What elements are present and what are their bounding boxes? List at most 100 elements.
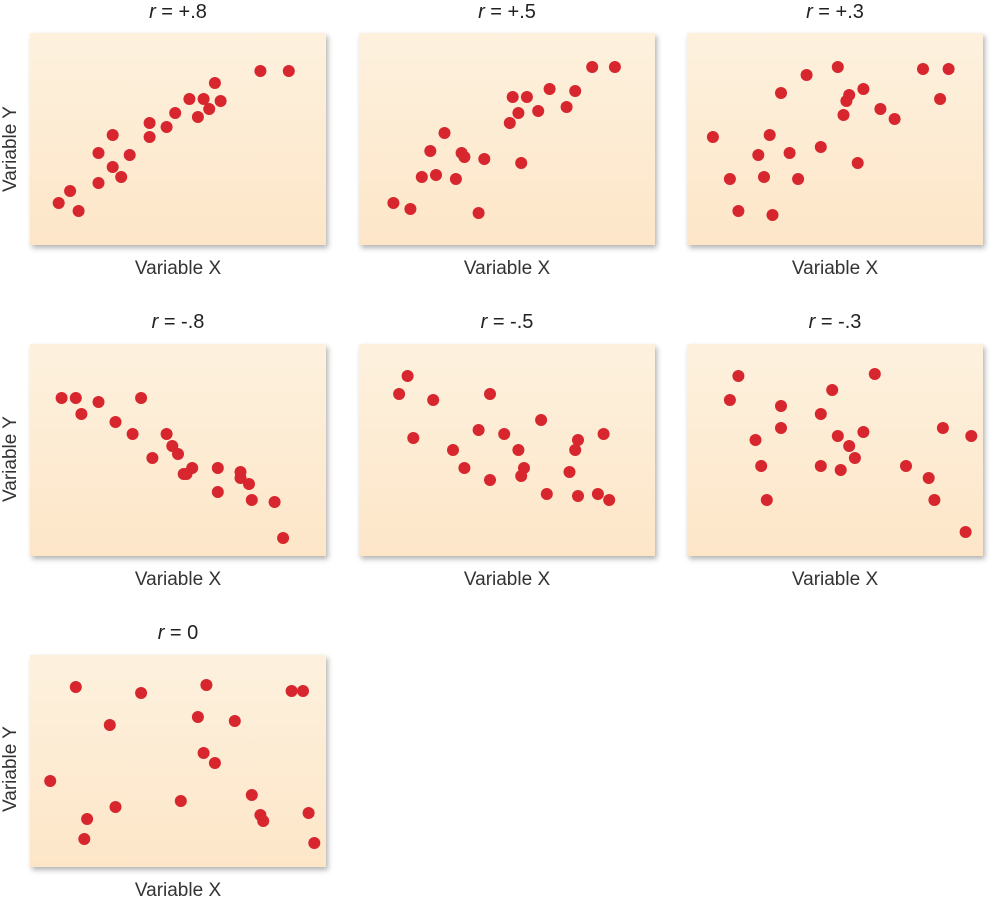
data-point [109, 416, 122, 428]
r-symbol: r [480, 311, 488, 333]
data-point [169, 107, 182, 119]
data-point [928, 494, 941, 506]
r-symbol: r [157, 622, 165, 644]
data-point [69, 392, 82, 404]
data-point [792, 173, 805, 185]
data-point [69, 681, 82, 693]
data-point [135, 687, 148, 699]
data-point [143, 117, 156, 129]
data-point [874, 103, 887, 115]
data-point [245, 494, 258, 506]
r-symbol: r [151, 311, 159, 333]
y-axis-label: Variable Y [0, 416, 21, 502]
r-value: = +.3 [812, 1, 864, 23]
r-value: = -.5 [487, 311, 534, 333]
data-point [597, 428, 610, 440]
data-point [268, 496, 281, 508]
data-point [857, 83, 870, 95]
data-point [146, 452, 159, 464]
data-point [758, 171, 770, 183]
data-point [211, 486, 224, 498]
x-axis-label: Variable X [463, 569, 551, 590]
plot-background [687, 344, 983, 556]
data-point [831, 61, 844, 73]
data-point [191, 711, 204, 723]
x-axis-label: Variable X [134, 569, 222, 590]
data-point [143, 131, 156, 143]
data-point [160, 121, 173, 133]
data-point [106, 129, 119, 141]
data-point [297, 685, 309, 697]
data-point [922, 472, 935, 484]
data-point [135, 392, 148, 404]
data-point [208, 77, 221, 89]
r-value: = -.8 [158, 311, 205, 333]
data-point [401, 370, 414, 382]
data-point [115, 171, 128, 183]
data-point [572, 434, 584, 446]
data-point [900, 460, 912, 472]
data-point [603, 494, 616, 506]
data-point [834, 464, 847, 476]
data-point [572, 490, 584, 502]
data-point [78, 833, 91, 845]
scatter-svg [687, 33, 983, 245]
data-point [851, 157, 864, 169]
data-point [814, 408, 827, 420]
data-point [814, 141, 827, 153]
data-point [447, 444, 459, 456]
data-point [214, 95, 227, 107]
plot-area [359, 344, 655, 556]
data-point [183, 93, 196, 105]
panel-title: r = 0 [30, 621, 326, 645]
data-point [868, 368, 881, 380]
data-point [243, 478, 255, 490]
data-point [752, 149, 765, 161]
data-point [848, 452, 861, 464]
data-point [934, 93, 947, 105]
data-point [211, 462, 224, 474]
data-point [126, 428, 139, 440]
data-point [424, 145, 437, 157]
data-point [438, 127, 451, 139]
data-point [965, 430, 978, 442]
data-point [843, 440, 856, 452]
data-point [732, 205, 745, 217]
data-point [109, 801, 122, 813]
data-point [174, 795, 187, 807]
data-point [285, 685, 298, 697]
data-point [942, 63, 955, 75]
data-point [106, 161, 119, 173]
data-point [540, 488, 553, 500]
plot-area [687, 344, 983, 556]
plot-area [359, 33, 655, 245]
data-point [732, 370, 745, 382]
r-symbol: r [808, 311, 816, 333]
data-point [706, 131, 719, 143]
data-point [245, 789, 258, 801]
data-point [763, 129, 776, 141]
data-point [518, 462, 530, 474]
data-point [387, 197, 400, 209]
r-symbol: r [149, 1, 156, 23]
x-axis-label: Variable X [134, 880, 222, 901]
data-point [775, 400, 787, 412]
data-point [203, 103, 216, 115]
x-axis-label: Variable X [463, 258, 551, 279]
data-point [393, 388, 406, 400]
data-point [563, 466, 576, 478]
scatter-svg [30, 655, 326, 867]
r-symbol: r [806, 1, 813, 23]
data-point [458, 462, 471, 474]
data-point [123, 149, 136, 161]
data-point [591, 488, 604, 500]
data-point [55, 392, 68, 404]
plot-area [30, 655, 326, 867]
data-point [449, 173, 462, 185]
data-point [186, 462, 199, 474]
data-point [160, 428, 173, 440]
data-point [608, 61, 621, 73]
data-point [197, 747, 210, 759]
data-point [586, 61, 599, 73]
data-point [472, 424, 485, 436]
